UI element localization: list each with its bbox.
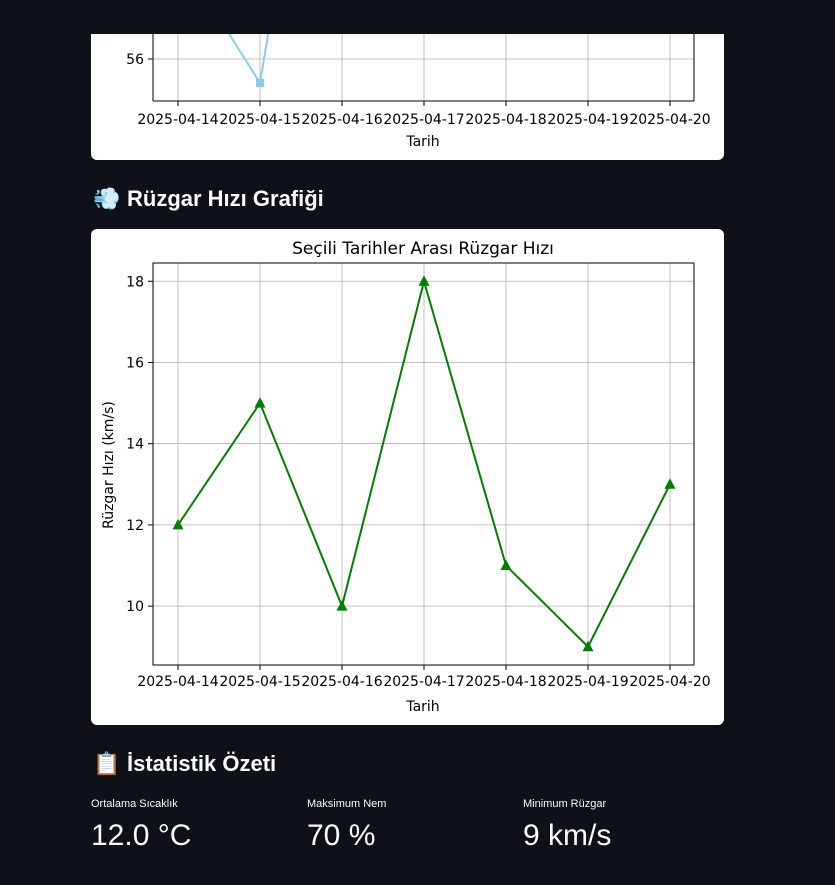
y-tick-label: 16 [126, 355, 144, 371]
x-tick-label: 2025-04-17 [383, 112, 464, 128]
series-line [227, 34, 270, 86]
data-point-marker [500, 559, 512, 571]
data-point-marker [582, 640, 594, 652]
axes-frame [152, 262, 695, 666]
y-tick-label: 12 [126, 518, 144, 534]
chart-title: Seçili Tarihler Arası Rüzgar Hızı [292, 239, 554, 259]
metric-value: 70 % [307, 819, 376, 852]
metric-max-humidity: Maksimum Nem 70 % [307, 798, 386, 853]
x-tick-label: 2025-04-20 [629, 674, 710, 690]
metric-average-temperature: Ortalama Sıcaklık 12.0 °C [91, 798, 191, 853]
wind-icon: 💨 [93, 186, 121, 211]
x-tick-label: 2025-04-14 [137, 112, 218, 128]
x-tick-label: 2025-04-20 [629, 112, 710, 128]
humidity-chart-card: 56 2025-04-14 2025-04-15 2025-04-16 2025-04-… [91, 34, 724, 160]
metric-value: 12.0 °C [91, 819, 192, 852]
x-tick-label: 2025-04-17 [383, 674, 464, 690]
metric-label: Minimum Rüzgar [523, 798, 607, 810]
x-tick-label: 2025-04-15 [219, 674, 300, 690]
wind-section-header: 💨 Rüzgar Hızı Grafiği [93, 186, 324, 212]
y-tick-label: 18 [126, 274, 144, 290]
x-tick-label: 2025-04-19 [547, 674, 628, 690]
wind-speed-chart: Seçili Tarihler Arası Rüzgar Hızı Tarih … [101, 239, 711, 715]
data-point-marker [254, 397, 266, 408]
x-tick-label: 2025-04-15 [219, 112, 300, 128]
metric-min-wind: Minimum Rüzgar 9 km/s [523, 798, 611, 853]
metric-label: Maksimum Nem [307, 798, 387, 810]
wind-section-title: Rüzgar Hızı Grafiği [127, 186, 324, 211]
stats-section-header: 📋 İstatistik Özeti [93, 751, 276, 777]
x-tick-label: 2025-04-14 [137, 674, 218, 690]
metric-value: 9 km/s [523, 819, 612, 852]
data-point-marker [418, 275, 430, 286]
x-tick-label: 2025-04-18 [465, 112, 546, 128]
x-tick-label: 2025-04-16 [301, 112, 382, 128]
x-axis-label: Tarih [405, 699, 439, 715]
clipboard-icon: 📋 [93, 751, 121, 776]
plot-area: 2025-04-14 2025-04-15 2025-04-16 2025-04-17… [126, 262, 711, 690]
data-point-marker [256, 79, 264, 87]
y-tick-label: 10 [126, 599, 144, 615]
data-point-marker [172, 518, 184, 530]
data-point-marker [664, 478, 676, 489]
metric-label: Ortalama Sıcaklık [91, 798, 178, 810]
data-point-marker [336, 600, 348, 611]
stats-section-title: İstatistik Özeti [127, 751, 277, 776]
y-axis-label: Rüzgar Hızı (km/s) [101, 401, 117, 529]
x-tick-label: 2025-04-18 [465, 674, 546, 690]
y-tick-label: 14 [126, 437, 144, 453]
x-axis-label: Tarih [405, 134, 439, 150]
app-header-bar [0, 0, 835, 34]
y-tick-label: 56 [126, 52, 144, 68]
x-tick-label: 2025-04-19 [547, 112, 628, 128]
x-tick-label: 2025-04-16 [301, 674, 382, 690]
wind-chart-card: Seçili Tarihler Arası Rüzgar Hızı Tarih … [91, 229, 724, 725]
